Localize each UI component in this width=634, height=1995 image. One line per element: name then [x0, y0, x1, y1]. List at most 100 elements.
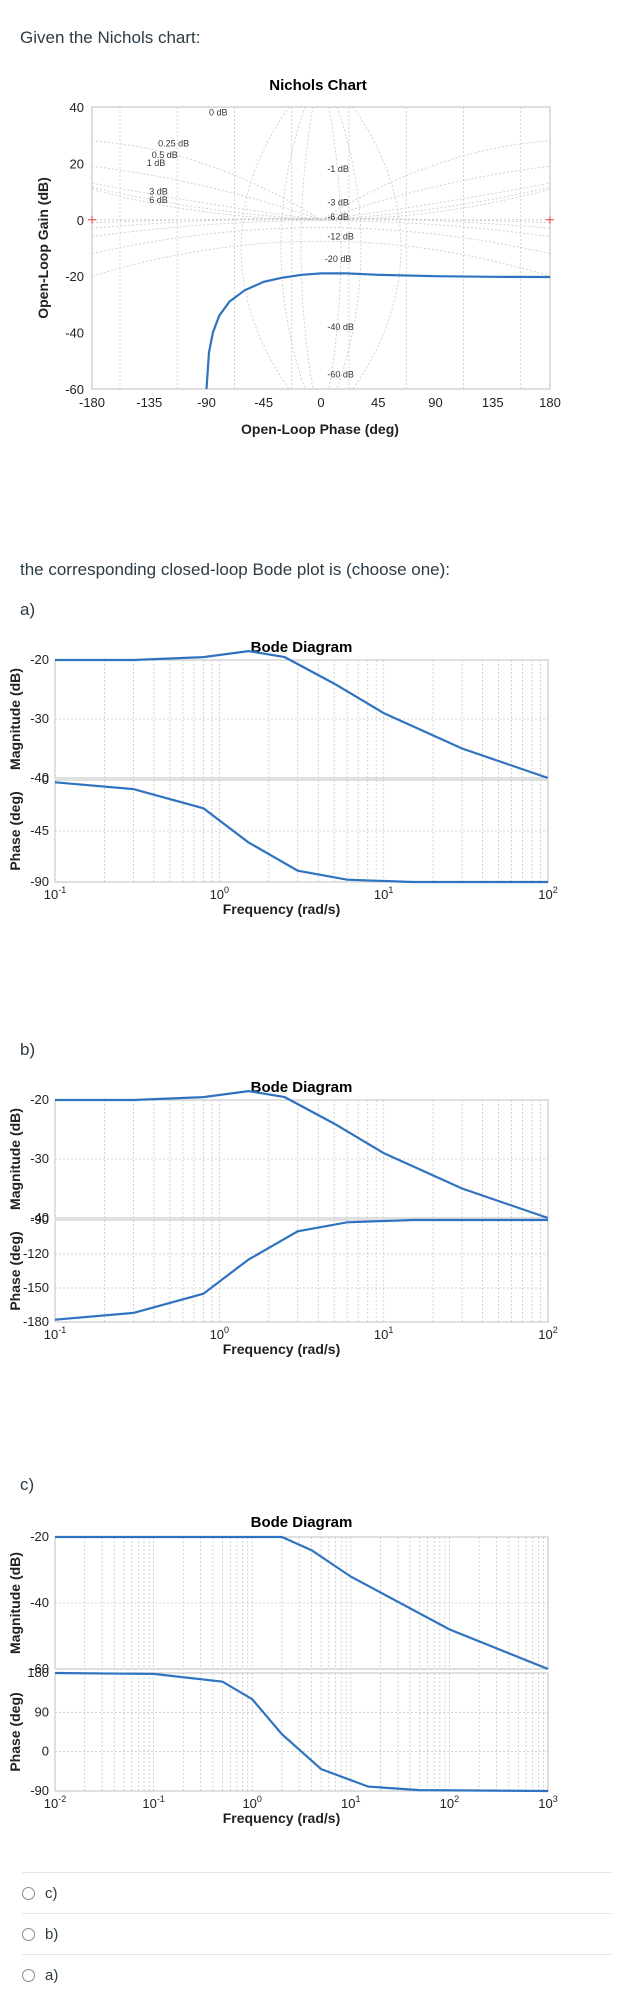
nichols-grid-label: -1 dB	[327, 164, 349, 174]
nichols-grid-line	[300, 106, 314, 390]
nichols-grid-label: 6 dB	[149, 195, 168, 205]
bode-x-tick-label: 102	[538, 1325, 557, 1342]
bode-plot-c: Bode Diagram -20 -40 -60 180 90 0 -90 10-2 10-1 10…	[0, 1505, 634, 1845]
nichols-grid-line	[320, 140, 551, 221]
bode-mag-tick-label: -30	[30, 711, 49, 726]
bode-phase-tick-label: -120	[23, 1246, 49, 1261]
radio-c[interactable]	[22, 1886, 35, 1900]
bode-mag-curve	[55, 649, 549, 780]
bode-phase-curve	[54, 781, 548, 884]
bode-mag-frame	[54, 1099, 549, 1219]
bode-mag-tick-label: -20	[30, 1529, 49, 1544]
nichols-x-tick-label: -90	[197, 395, 216, 410]
bode-phase-tick-label: -90	[30, 1212, 49, 1227]
choice-b-label: b)	[45, 1925, 59, 1943]
nichols-grid-label: -12 dB	[327, 232, 354, 242]
nichols-y-tick-label: -20	[65, 269, 84, 284]
nichols-grid-label: -40 dB	[327, 322, 354, 332]
nichols-grid-label: -6 dB	[327, 212, 349, 222]
bode-phase-frame	[54, 1219, 549, 1323]
bode-x-tick-label: 102	[538, 885, 557, 902]
bode-phase-tick-label: -90	[30, 1783, 49, 1798]
nichols-grid-line	[240, 106, 290, 390]
nichols-y-tick-label: -40	[65, 326, 84, 341]
nichols-grid-label: -60 dB	[327, 370, 354, 380]
bode-b-svg: Bode Diagram -20 -30 -40-90 -120 -150 -18010-1…	[7, 1079, 558, 1357]
bode-phase-frame	[54, 779, 549, 883]
bode-phase-curve	[54, 1671, 549, 1793]
bode-mag-tick-label: -40	[30, 1595, 49, 1610]
bode-phase-frame	[54, 1672, 549, 1792]
bode-phase-label: Phase (deg)	[7, 791, 23, 870]
nichols-svg: Nichols Chart 0 dB 0.25 dB 0.5 dB1 dB 3 dB6…	[35, 77, 561, 437]
nichols-grid-line	[91, 165, 322, 221]
nichols-xlabel: Open-Loop Phase (deg)	[241, 421, 399, 437]
nichols-grid-label: 1 dB	[147, 158, 166, 168]
radio-b[interactable]	[22, 1927, 35, 1941]
nichols-grid-line	[320, 189, 551, 221]
nichols-x-tick-label: -180	[79, 395, 105, 410]
nichols-x-tick-label: -135	[136, 395, 162, 410]
bode-x-tick-label: 102	[440, 1794, 459, 1811]
choice-c[interactable]: c)	[22, 1872, 612, 1913]
bode-x-tick-label: 101	[374, 885, 393, 902]
nichols-x-tick-label: 180	[539, 395, 561, 410]
bode-phase-tick-label: -150	[23, 1280, 49, 1295]
nichols-x-tick-label: 90	[428, 395, 442, 410]
nichols-x-tick-label: 45	[371, 395, 385, 410]
nichols-x-tick-label: -45	[254, 395, 273, 410]
nichols-grid-line	[91, 182, 322, 221]
radio-a[interactable]	[22, 1968, 35, 1982]
bode-mag-tick-label: -40	[30, 770, 49, 785]
nichols-y-ticks: 40 20 0 -20 -40 -60	[65, 100, 84, 397]
bode-mag-tick-label: -20	[30, 652, 49, 667]
nichols-y-tick-label: -60	[65, 382, 84, 397]
bode-x-tick-label: 103	[538, 1794, 557, 1811]
nichols-x-tick-label: 135	[482, 395, 504, 410]
bode-mag-label: Magnitude (dB)	[7, 668, 23, 770]
nichols-grid-line	[91, 240, 551, 277]
bode-x-tick-label: 10-2	[44, 1794, 66, 1811]
bode-phase-label: Phase (deg)	[7, 1231, 23, 1310]
choice-a[interactable]: a)	[22, 1954, 612, 1995]
nichols-grid-label: 0 dB	[209, 107, 228, 117]
bode-phase-tick-label: -45	[30, 823, 49, 838]
bode-x-tick-label: 100	[242, 1794, 261, 1811]
nichols-grid-label: -20 dB	[325, 254, 352, 264]
nichols-y-tick-label: 40	[70, 100, 84, 115]
bode-plot-a: Bode Diagram -20 -30 -40 0 -45 -90 10-1 100 101 10…	[0, 630, 634, 940]
bode-title: Bode Diagram	[251, 1514, 353, 1531]
nichols-curve	[205, 272, 551, 390]
nichols-grid-line	[91, 140, 322, 221]
nichols-x-ticks: -180 -135 -90 -45 0 45 90 135 180	[79, 395, 561, 410]
bode-mag-frame	[54, 659, 549, 779]
bode-title: Bode Diagram	[251, 639, 353, 656]
bode-x-tick-label: 101	[374, 1325, 393, 1342]
nichols-grid-line	[91, 220, 551, 238]
nichols-grid-line	[91, 186, 322, 221]
nichols-ylabel: Open-Loop Gain (dB)	[35, 177, 51, 319]
choice-b[interactable]: b)	[22, 1913, 612, 1954]
bode-x-tick-label: 101	[341, 1794, 360, 1811]
option-b-label: b)	[20, 1040, 36, 1059]
bode-mag-label: Magnitude (dB)	[7, 1108, 23, 1210]
nichols-grid-label: -3 dB	[327, 198, 349, 208]
bode-xlabel: Frequency (rad/s)	[223, 1341, 340, 1357]
bode-mag-tick-label: -60	[30, 1661, 49, 1676]
bode-plot-b: Bode Diagram -20 -30 -40 -90 -120 -150 -180 10-1…	[0, 1070, 634, 1380]
bode-phase-tick-label: 90	[35, 1704, 49, 1719]
nichols-plot-area	[91, 106, 551, 390]
question-intro: Given the Nichols chart:	[20, 28, 201, 47]
nichols-chart: Nichols Chart 0 dB 0.25 dB 0.5 dB 1 dB 3 dB 6…	[0, 62, 634, 452]
choice-c-label: c)	[45, 1884, 58, 1902]
bode-phase-tick-label: -180	[23, 1314, 49, 1329]
nichols-grid-label: 0.5 dB	[152, 150, 178, 160]
choice-a-label: a)	[45, 1966, 59, 1984]
nichols-grid-line	[320, 182, 551, 221]
bode-phase-tick-label: 0	[42, 772, 49, 787]
nichols-x-tick-label: 0	[317, 395, 324, 410]
bode-x-tick-label: 10-1	[44, 885, 66, 902]
nichols-y-tick-label: 20	[70, 156, 84, 171]
